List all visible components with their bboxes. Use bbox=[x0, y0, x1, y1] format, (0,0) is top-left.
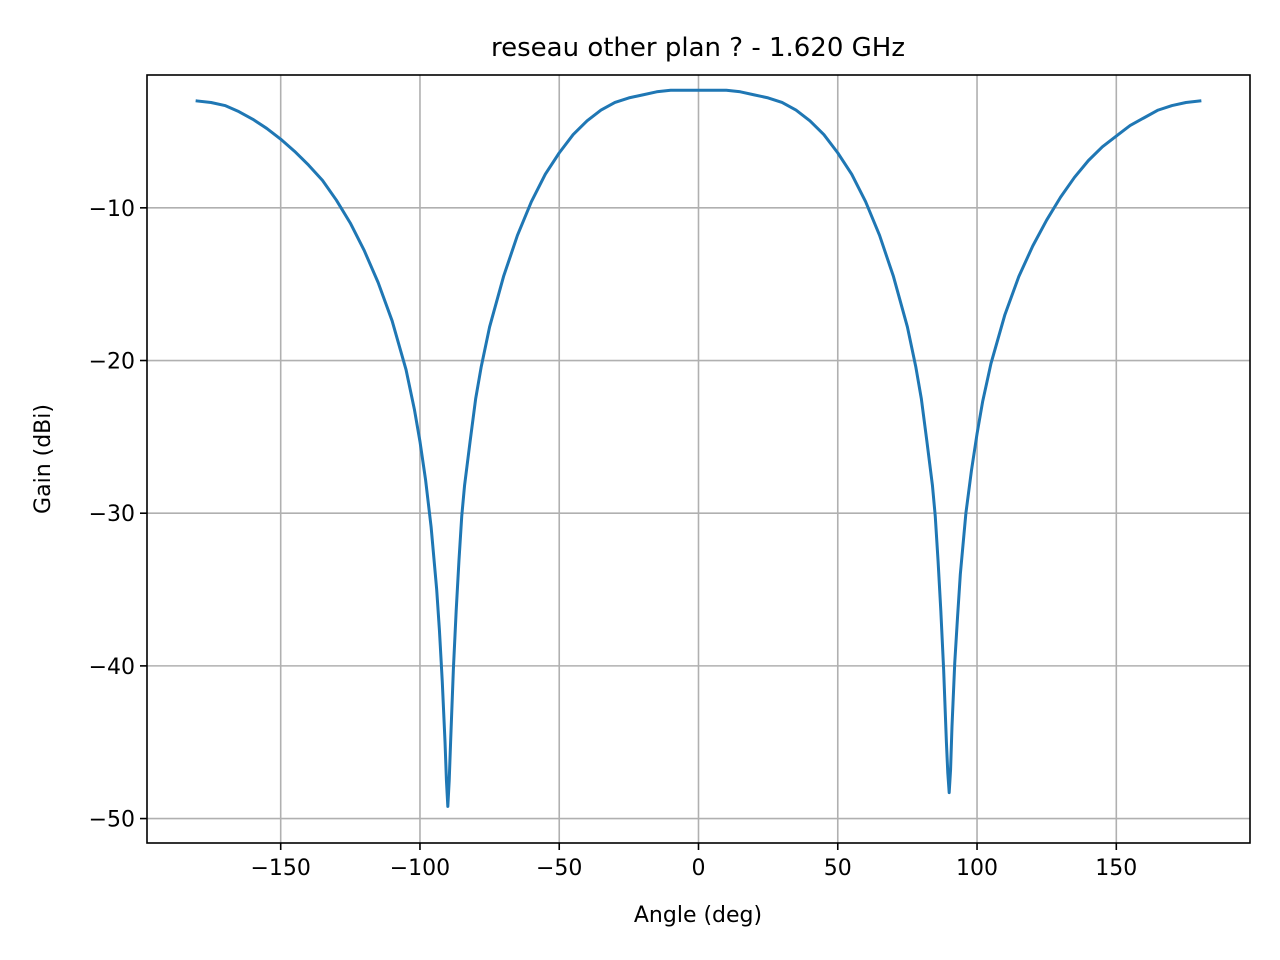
y-tick-label: −40 bbox=[89, 655, 135, 680]
chart-title: reseau other plan ? - 1.620 GHz bbox=[491, 33, 905, 63]
x-tick-label: 150 bbox=[1095, 856, 1137, 881]
series-line-0 bbox=[195, 88, 1202, 808]
x-tick-label: 0 bbox=[692, 856, 706, 881]
y-tick-label: −30 bbox=[89, 502, 135, 527]
x-tick-label: 50 bbox=[824, 856, 852, 881]
x-tick-label: −150 bbox=[250, 856, 310, 881]
y-tick-label: −50 bbox=[89, 808, 135, 833]
series-layer bbox=[195, 88, 1202, 808]
x-tick-label: −50 bbox=[536, 856, 582, 881]
y-tick-label: −10 bbox=[89, 197, 135, 222]
y-axis-label: Gain (dBi) bbox=[31, 404, 56, 514]
ticks: −150 −100 −50 0 50 100 150 −10 −20 −30 −40 −50 bbox=[89, 197, 1138, 881]
grid bbox=[147, 75, 1250, 843]
x-axis-label: Angle (deg) bbox=[634, 903, 762, 928]
x-tick-label: −100 bbox=[390, 856, 450, 881]
x-tick-label: 100 bbox=[956, 856, 998, 881]
y-tick-label: −20 bbox=[89, 350, 135, 375]
